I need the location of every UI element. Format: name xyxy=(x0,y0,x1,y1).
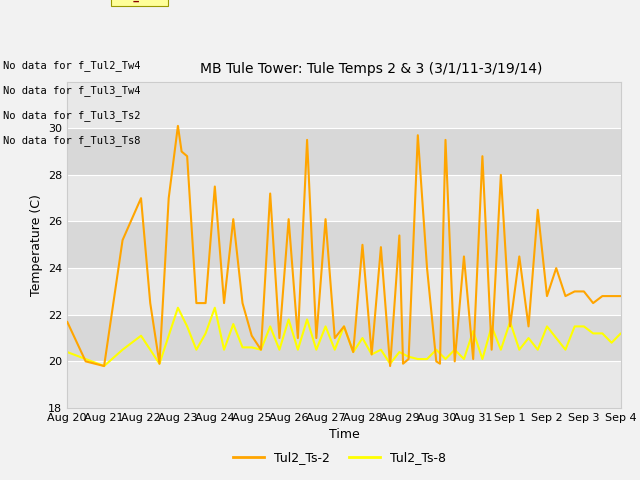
Text: No data for f_Tul3_Ts8: No data for f_Tul3_Ts8 xyxy=(3,135,141,146)
Y-axis label: Temperature (C): Temperature (C) xyxy=(29,194,42,296)
Bar xyxy=(67,82,621,128)
Text: No data for f_Tul3_Ts2: No data for f_Tul3_Ts2 xyxy=(3,110,141,121)
Legend: Tul2_Ts-2, Tul2_Ts-8: Tul2_Ts-2, Tul2_Ts-8 xyxy=(228,446,451,469)
Bar xyxy=(67,221,621,268)
Text: MB_Tule: MB_Tule xyxy=(115,0,165,2)
Title: MB Tule Tower: Tule Temps 2 & 3 (3/1/11-3/19/14): MB Tule Tower: Tule Temps 2 & 3 (3/1/11-… xyxy=(200,62,543,76)
Bar xyxy=(67,128,621,175)
Bar xyxy=(67,268,621,315)
Bar xyxy=(67,315,621,361)
X-axis label: Time: Time xyxy=(328,429,360,442)
Text: No data for f_Tul2_Tw4: No data for f_Tul2_Tw4 xyxy=(3,60,141,71)
Bar xyxy=(67,361,621,408)
Text: No data for f_Tul3_Tw4: No data for f_Tul3_Tw4 xyxy=(3,85,141,96)
Bar xyxy=(67,175,621,221)
